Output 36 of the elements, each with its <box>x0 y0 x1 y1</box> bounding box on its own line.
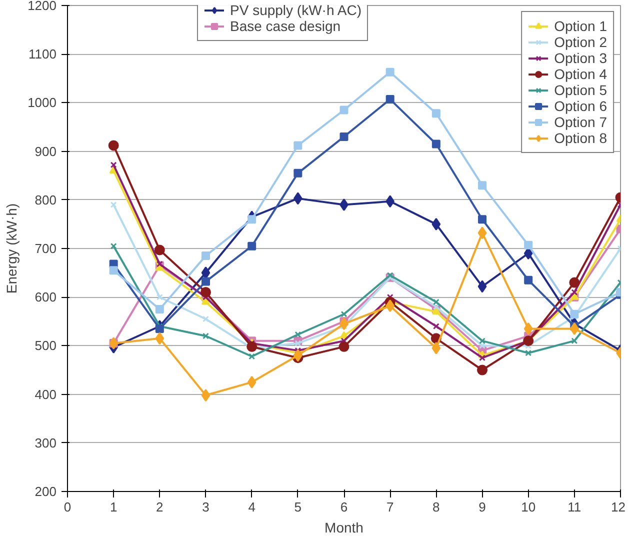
legend-label: Option 6 <box>554 98 607 114</box>
y-tick-label: 700 <box>34 241 57 256</box>
x-tick-label: 3 <box>202 500 210 514</box>
x-tick-label: 1 <box>110 500 118 514</box>
legend-label: Option 8 <box>554 130 607 146</box>
y-axis-title: Energy (kW·h) <box>4 203 20 294</box>
x-tick-label: 8 <box>432 500 440 514</box>
legend-label: Option 1 <box>554 18 607 34</box>
x-tick-label: 4 <box>248 500 256 514</box>
x-tick-label: 9 <box>478 500 486 514</box>
y-tick-label: 500 <box>34 338 57 354</box>
legend-label: Option 3 <box>554 50 607 66</box>
x-tick-label: 2 <box>156 500 164 514</box>
y-tick-label: 1200 <box>28 0 56 13</box>
x-tick-label: 5 <box>294 500 302 514</box>
y-tick-label: 1000 <box>28 95 56 110</box>
y-tick-label: 300 <box>34 435 57 450</box>
legend-label: Option 7 <box>554 114 607 130</box>
y-tick-label: 200 <box>34 484 57 499</box>
x-axis-title: Month <box>324 520 364 536</box>
x-tick-label: 10 <box>521 500 536 514</box>
y-tick-label: 900 <box>34 144 57 159</box>
y-tick-label: 1100 <box>28 46 57 62</box>
y-tick-label: 800 <box>34 192 57 208</box>
x-tick-label: 11 <box>568 500 582 514</box>
x-tick-label: 12 <box>611 500 626 514</box>
x-tick-label: 6 <box>340 500 348 514</box>
y-tick-label: 600 <box>34 290 57 305</box>
legend-label: Base case design <box>230 18 341 34</box>
legend-label: PV supply (kW·h AC) <box>230 4 362 18</box>
legend-label: Option 2 <box>554 34 607 50</box>
legend-label: Option 5 <box>554 82 607 98</box>
x-tick-label: 0 <box>64 500 72 514</box>
legend-label: Option 4 <box>554 66 607 82</box>
y-tick-label: 400 <box>34 386 57 402</box>
x-tick-label: 7 <box>386 500 394 514</box>
